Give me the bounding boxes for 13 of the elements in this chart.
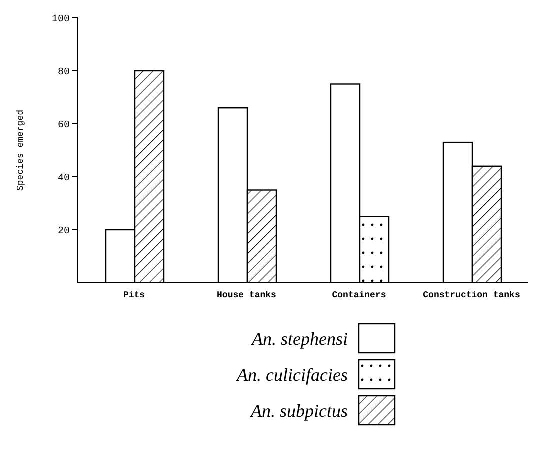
x-tick-label: House tanks <box>217 290 276 300</box>
y-tick-label: 100 <box>52 14 70 26</box>
x-tick-label: Construction tanks <box>423 290 520 300</box>
legend-label: An. subpictus <box>249 400 348 422</box>
y-tick-label: 80 <box>58 68 70 79</box>
legend-label: An. culicifacies <box>235 364 348 386</box>
x-tick-label: Pits <box>123 290 146 300</box>
y-tick-label: 40 <box>58 174 70 185</box>
legend-label: An. stephensi <box>250 328 348 350</box>
y-tick-label: 20 <box>58 226 70 238</box>
x-tick-label: Containers <box>332 290 386 300</box>
y-axis-title: Species emerged <box>16 110 26 192</box>
y-tick-label: 60 <box>58 120 70 132</box>
